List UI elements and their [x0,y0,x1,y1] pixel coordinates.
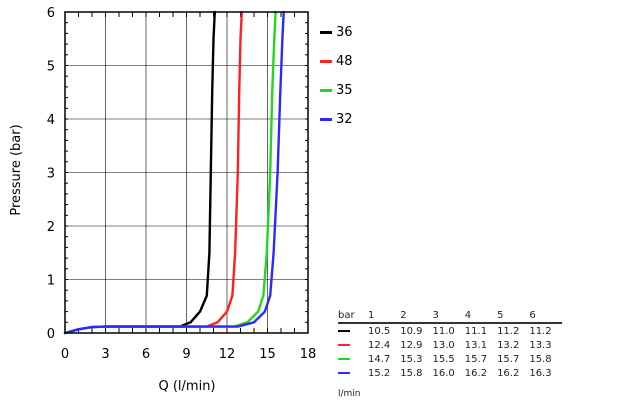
x-tick-label: 18 [300,347,317,362]
table-unit-label: l/min [338,389,361,399]
x-tick-label: 15 [259,347,276,362]
x-tick-label: 3 [101,347,109,362]
table-row: 14.7 15.3 15.5 15.7 15.7 15.8 [338,352,562,366]
table-cell: 16.3 [529,367,552,379]
flow-table: bar 1 2 3 4 5 6 10.5 10.9 11.0 11.1 11.2… [338,309,562,380]
legend-label: 35 [336,83,353,98]
table-cell: 15.2 [368,367,391,379]
table-cell: 13.2 [497,339,520,351]
table-cell: 13.3 [529,339,552,351]
table-cell: 16.2 [464,367,488,379]
table-cell: 11.2 [529,325,552,337]
legend-item: 36 [320,18,353,47]
table-row: 15.2 15.8 16.0 16.2 16.2 16.3 [338,366,562,380]
legend-item: 48 [320,47,353,76]
series-line-32 [63,10,285,335]
table-cell: 15.7 [464,353,488,365]
legend-swatch [320,118,332,121]
row-swatch [338,352,368,366]
grid [65,12,308,333]
plot-frame [64,11,309,334]
table-cell: 14.7 [368,353,391,365]
table-cell: 16.2 [497,367,520,379]
table-cell: 10.9 [400,325,423,337]
x-tick-label: 12 [219,347,236,362]
legend: 36 48 35 32 [320,18,353,134]
legend-item: 35 [320,76,353,105]
table-cell: 11.2 [497,325,520,337]
row-swatch [338,366,368,380]
table-header-cell: 6 [529,309,536,321]
table-header-cell: 2 [400,309,407,321]
y-tick-label: 5 [47,60,55,75]
table-header-cell: bar [338,309,355,321]
table-cell: 13.0 [432,339,455,351]
table-cell: 15.8 [529,353,552,365]
table-header-cell: 3 [432,309,439,321]
table-cell: 11.1 [464,325,488,337]
table-header: bar 1 2 3 4 5 6 [338,309,562,323]
x-tick-label: 6 [142,347,150,362]
table-header-cell: 4 [464,309,472,321]
legend-swatch [320,31,332,34]
series-lines [63,10,285,335]
table-cell: 12.4 [368,339,391,351]
legend-label: 36 [336,25,353,40]
table-cell: 15.7 [497,353,520,365]
table-row: 10.5 10.9 11.0 11.1 11.2 11.2 [338,323,562,338]
table-cell: 12.9 [400,339,423,351]
legend-swatch [320,89,332,92]
table-row: 12.4 12.9 13.0 13.1 13.2 13.3 [338,338,562,352]
y-tick-label: 1 [47,274,55,289]
x-axis-label: Q (l/min) [158,379,215,394]
row-swatch [338,338,368,352]
legend-swatch [320,60,332,63]
x-tick-label: 9 [182,347,190,362]
y-tick-label: 4 [47,113,55,128]
y-axis-label: Pressure (bar) [9,124,24,215]
legend-label: 48 [336,54,353,69]
table-header-cell: 1 [368,309,375,321]
legend-item: 32 [320,105,353,134]
x-tick-label: 0 [61,347,69,362]
row-swatch [338,323,368,338]
y-tick-label: 6 [47,6,55,21]
y-tick-label: 3 [47,167,55,182]
table-cell: 10.5 [368,325,391,337]
table-header-cell: 5 [497,309,504,321]
y-tick-label: 0 [47,327,55,342]
table-cell: 11.0 [432,325,455,337]
legend-label: 32 [336,112,353,127]
y-tick-label: 2 [47,220,55,235]
table-cell: 15.3 [400,353,423,365]
table-cell: 15.8 [400,367,423,379]
table-cell: 13.1 [464,339,488,351]
table-cell: 16.0 [432,367,455,379]
table-cell: 15.5 [432,353,455,365]
